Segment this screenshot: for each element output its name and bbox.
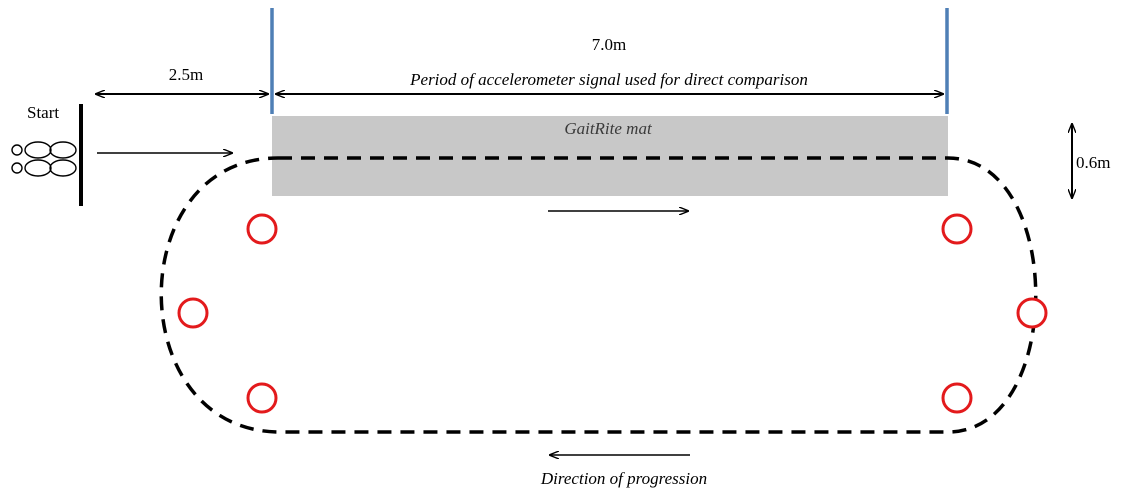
cone-middle-right [1016,297,1048,329]
footprints-icon [11,141,77,177]
direction-label: Direction of progression [540,469,707,488]
mat-label: GaitRite mat [564,119,653,138]
gaitrite-mat [272,116,948,196]
distance-mat-label: 7.0m [592,35,626,54]
cone-middle-left [177,297,209,329]
start-label: Start [27,103,59,122]
cone-bottom-left [246,382,278,414]
mat-width-label: 0.6m [1076,153,1110,172]
cone-top-left [246,213,278,245]
distance-start-label: 2.5m [169,65,203,84]
cone-markers [177,213,1048,414]
cone-top-right [941,213,973,245]
cone-bottom-right [941,382,973,414]
walking-path [159,156,1038,434]
comparison-period-label: Period of accelerometer signal used for … [409,70,808,89]
